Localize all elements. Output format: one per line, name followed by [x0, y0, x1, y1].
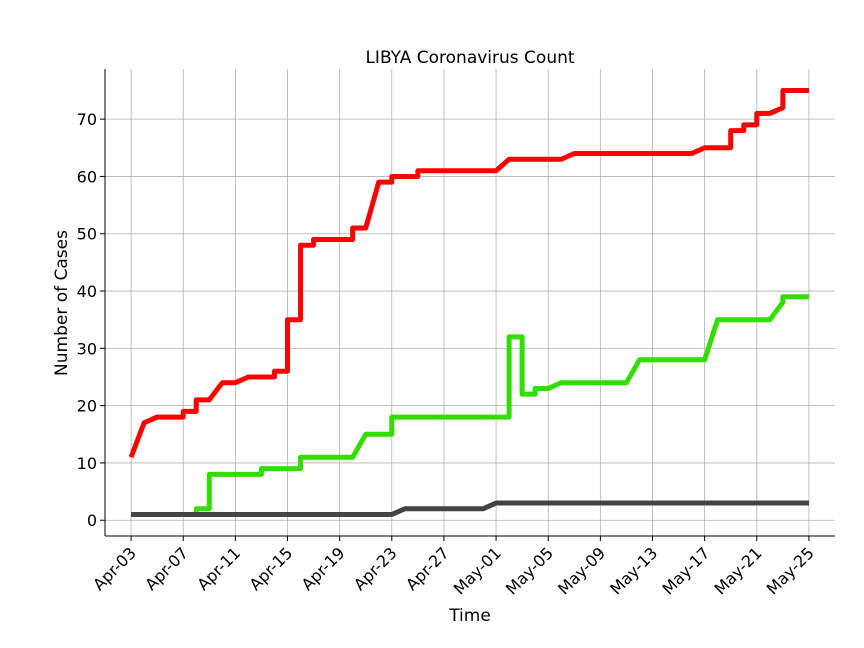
- axes: [104, 69, 835, 537]
- x-tick-label: May-17: [658, 543, 713, 598]
- y-axis-title: Number of Cases: [52, 230, 72, 376]
- x-tick-label: Apr-19: [298, 543, 349, 594]
- x-tick-label: Apr-23: [350, 543, 401, 594]
- y-tick-label: 20: [77, 397, 97, 416]
- x-tick-label: May-21: [711, 543, 766, 598]
- x-tick-label: May-25: [763, 543, 818, 598]
- x-tick-label: Apr-07: [141, 543, 192, 594]
- y-tick-label: 50: [77, 225, 97, 244]
- grid-lines: [105, 69, 835, 536]
- series-line-2: [131, 294, 809, 518]
- y-tick-label: 10: [77, 454, 97, 473]
- series-line-1: [128, 87, 809, 459]
- y-tick-label: 30: [77, 339, 97, 358]
- series-layer: [128, 87, 809, 518]
- y-tick-label: 40: [77, 282, 97, 301]
- x-tick-label: Apr-03: [89, 543, 140, 594]
- x-tick-label: Apr-11: [193, 543, 244, 594]
- x-tick-label: May-09: [554, 543, 609, 598]
- x-tick-label: Apr-27: [402, 543, 453, 594]
- y-tick-label: 0: [87, 511, 97, 530]
- y-tick-label: 70: [77, 110, 97, 129]
- x-tick-label: May-13: [606, 543, 661, 598]
- x-tick-label: May-05: [502, 543, 557, 598]
- x-tick-label: Apr-15: [246, 543, 297, 594]
- chart-title: LIBYA Coronavirus Count: [365, 48, 574, 68]
- series-line-3: [131, 500, 809, 518]
- x-axis-title: Time: [448, 606, 491, 626]
- y-tick-label: 60: [77, 167, 97, 186]
- x-tick-label: May-01: [450, 543, 505, 598]
